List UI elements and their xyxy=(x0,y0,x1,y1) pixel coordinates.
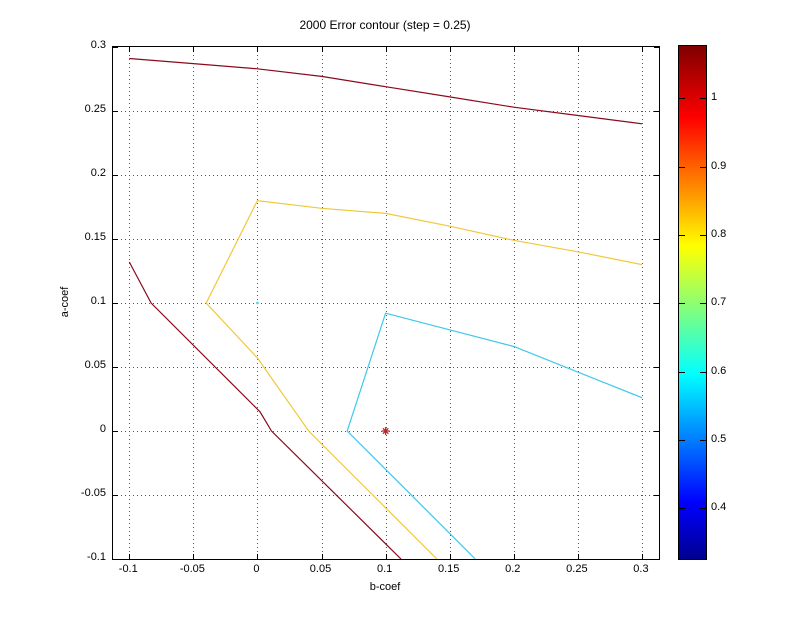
colorbar-tick-mark xyxy=(679,439,685,441)
colorbar xyxy=(678,45,707,560)
x-tick-mark xyxy=(129,47,131,52)
y-tick-label: -0.1 xyxy=(87,551,106,563)
minimum-marker xyxy=(381,427,390,435)
y-tick-label: -0.05 xyxy=(80,487,106,499)
y-tick-mark xyxy=(113,111,118,112)
colorbar-tick-mark xyxy=(700,371,706,373)
colorbar-tick-label: 0.8 xyxy=(711,227,727,240)
contour-level-0.50 xyxy=(346,312,643,559)
y-tick-mark xyxy=(113,303,118,304)
x-tick-label: 0.25 xyxy=(566,563,588,575)
x-tick-label: 0 xyxy=(253,563,260,575)
x-tick-label: -0.05 xyxy=(179,563,205,575)
x-tick-label: 0.15 xyxy=(437,563,460,575)
horizontal-gridline xyxy=(113,175,659,176)
colorbar-tick-mark xyxy=(700,234,706,236)
x-axis-label: b-coef xyxy=(369,581,401,593)
x-tick-mark xyxy=(257,554,259,559)
x-tick-mark xyxy=(321,554,323,559)
colorbar-tick-mark xyxy=(700,439,706,441)
colorbar-tick-mark xyxy=(700,303,706,305)
x-tick-label: -0.1 xyxy=(118,563,138,575)
x-tick-mark xyxy=(385,47,387,52)
x-tick-label: 0.3 xyxy=(633,563,649,575)
x-tick-mark xyxy=(449,47,451,52)
x-tick-mark xyxy=(513,554,515,559)
contour-level-1.00-upper xyxy=(129,57,643,125)
y-tick-label: 0.2 xyxy=(90,167,106,179)
colorbar-tick-mark xyxy=(679,303,685,305)
x-tick-mark xyxy=(321,47,323,52)
colorbar-tick-label: 1 xyxy=(711,91,718,104)
y-tick-mark xyxy=(113,559,118,560)
y-tick-mark xyxy=(113,495,118,496)
y-tick-label: 0.15 xyxy=(84,231,106,243)
colorbar-tick-label: 0.4 xyxy=(711,501,727,514)
y-tick-mark xyxy=(654,111,659,112)
y-tick-mark xyxy=(654,495,659,496)
y-tick-mark xyxy=(654,303,659,304)
colorbar-tick-mark xyxy=(700,98,706,100)
y-tick-mark xyxy=(654,175,659,176)
plot-area xyxy=(112,46,660,560)
colorbar-tick-label: 0.5 xyxy=(711,432,727,445)
y-tick-mark xyxy=(654,431,659,432)
y-tick-mark xyxy=(654,47,659,48)
contour-plot xyxy=(128,57,643,559)
y-tick-mark xyxy=(113,367,118,368)
x-tick-mark xyxy=(577,554,579,559)
chart-title: 2000 Error contour (step = 0.25) xyxy=(299,18,471,32)
y-tick-label: 0.3 xyxy=(90,39,106,51)
colorbar-tick-label: 0.6 xyxy=(711,364,727,377)
x-tick-mark xyxy=(513,47,515,52)
colorbar-tick-mark xyxy=(700,508,706,510)
colorbar-tick-mark xyxy=(679,166,685,168)
x-tick-mark xyxy=(129,554,131,559)
x-tick-mark xyxy=(385,554,387,559)
x-tick-mark xyxy=(193,554,195,559)
contour-level-0.50-point xyxy=(256,301,259,305)
x-tick-mark xyxy=(641,554,643,559)
colorbar-tick-mark xyxy=(700,166,706,168)
horizontal-gridline xyxy=(113,495,659,496)
x-tick-mark xyxy=(193,47,195,52)
contour-level-0.75 xyxy=(205,199,643,559)
x-tick-mark xyxy=(449,554,451,559)
y-tick-label: 0.05 xyxy=(84,359,106,371)
colorbar-tick-mark xyxy=(679,371,685,373)
y-tick-label: 0.1 xyxy=(90,295,106,307)
x-tick-label: 0.2 xyxy=(505,563,521,575)
horizontal-gridline xyxy=(113,239,659,240)
horizontal-gridline xyxy=(113,111,659,112)
horizontal-gridline xyxy=(113,367,659,368)
horizontal-gridline xyxy=(113,303,659,304)
colorbar-tick-label: 0.7 xyxy=(711,296,727,309)
x-tick-mark xyxy=(257,47,259,52)
colorbar-tick-mark xyxy=(679,234,685,236)
colorbar-tick-label: 0.9 xyxy=(711,159,727,172)
y-tick-label: 0 xyxy=(99,423,106,435)
y-tick-mark xyxy=(654,239,659,240)
y-axis-label: a-coef xyxy=(59,286,71,318)
y-tick-label: 0.25 xyxy=(84,103,106,115)
x-tick-label: 0.1 xyxy=(376,563,393,575)
colorbar-tick-mark xyxy=(679,508,685,510)
contour-level-1.00-lower xyxy=(128,261,402,559)
y-tick-mark xyxy=(654,367,659,368)
colorbar-tick-mark xyxy=(679,98,685,100)
x-tick-label: 0.05 xyxy=(309,563,332,575)
x-tick-mark xyxy=(641,47,643,52)
y-tick-mark xyxy=(113,47,118,48)
colorbar-gradient xyxy=(679,46,706,559)
y-tick-mark xyxy=(654,559,659,560)
y-tick-mark xyxy=(113,175,118,176)
x-tick-mark xyxy=(577,47,579,52)
y-tick-mark xyxy=(113,239,118,240)
y-tick-mark xyxy=(113,431,118,432)
